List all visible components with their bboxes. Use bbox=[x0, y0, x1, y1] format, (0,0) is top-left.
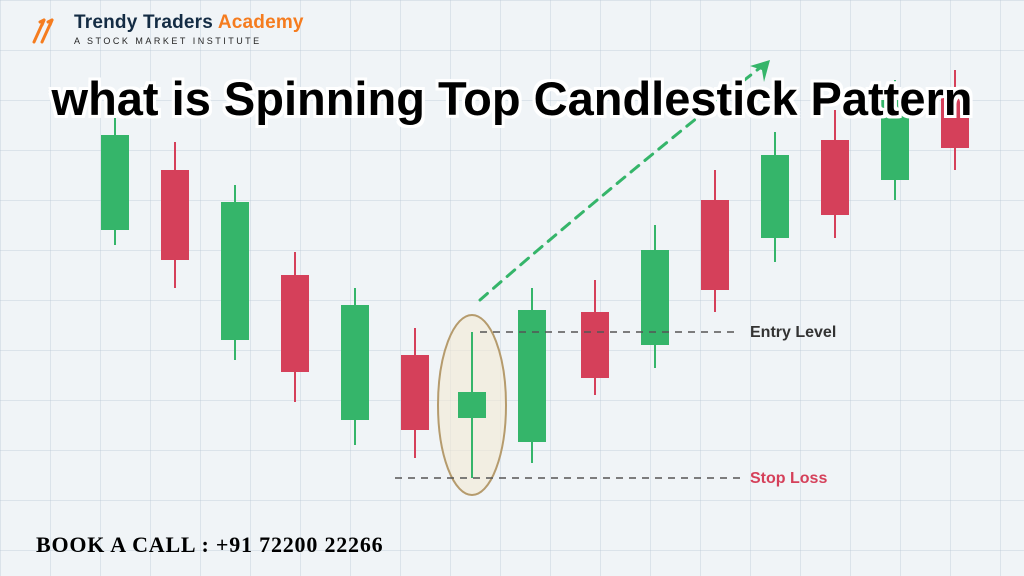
entry-level-label: Entry Level bbox=[750, 324, 836, 342]
page-title: what is Spinning Top Candlestick Pattern bbox=[0, 72, 1024, 126]
book-call-cta[interactable]: BOOK A CALL : +91 72200 22266 bbox=[36, 532, 383, 558]
stop-loss-label: Stop Loss bbox=[750, 470, 827, 488]
